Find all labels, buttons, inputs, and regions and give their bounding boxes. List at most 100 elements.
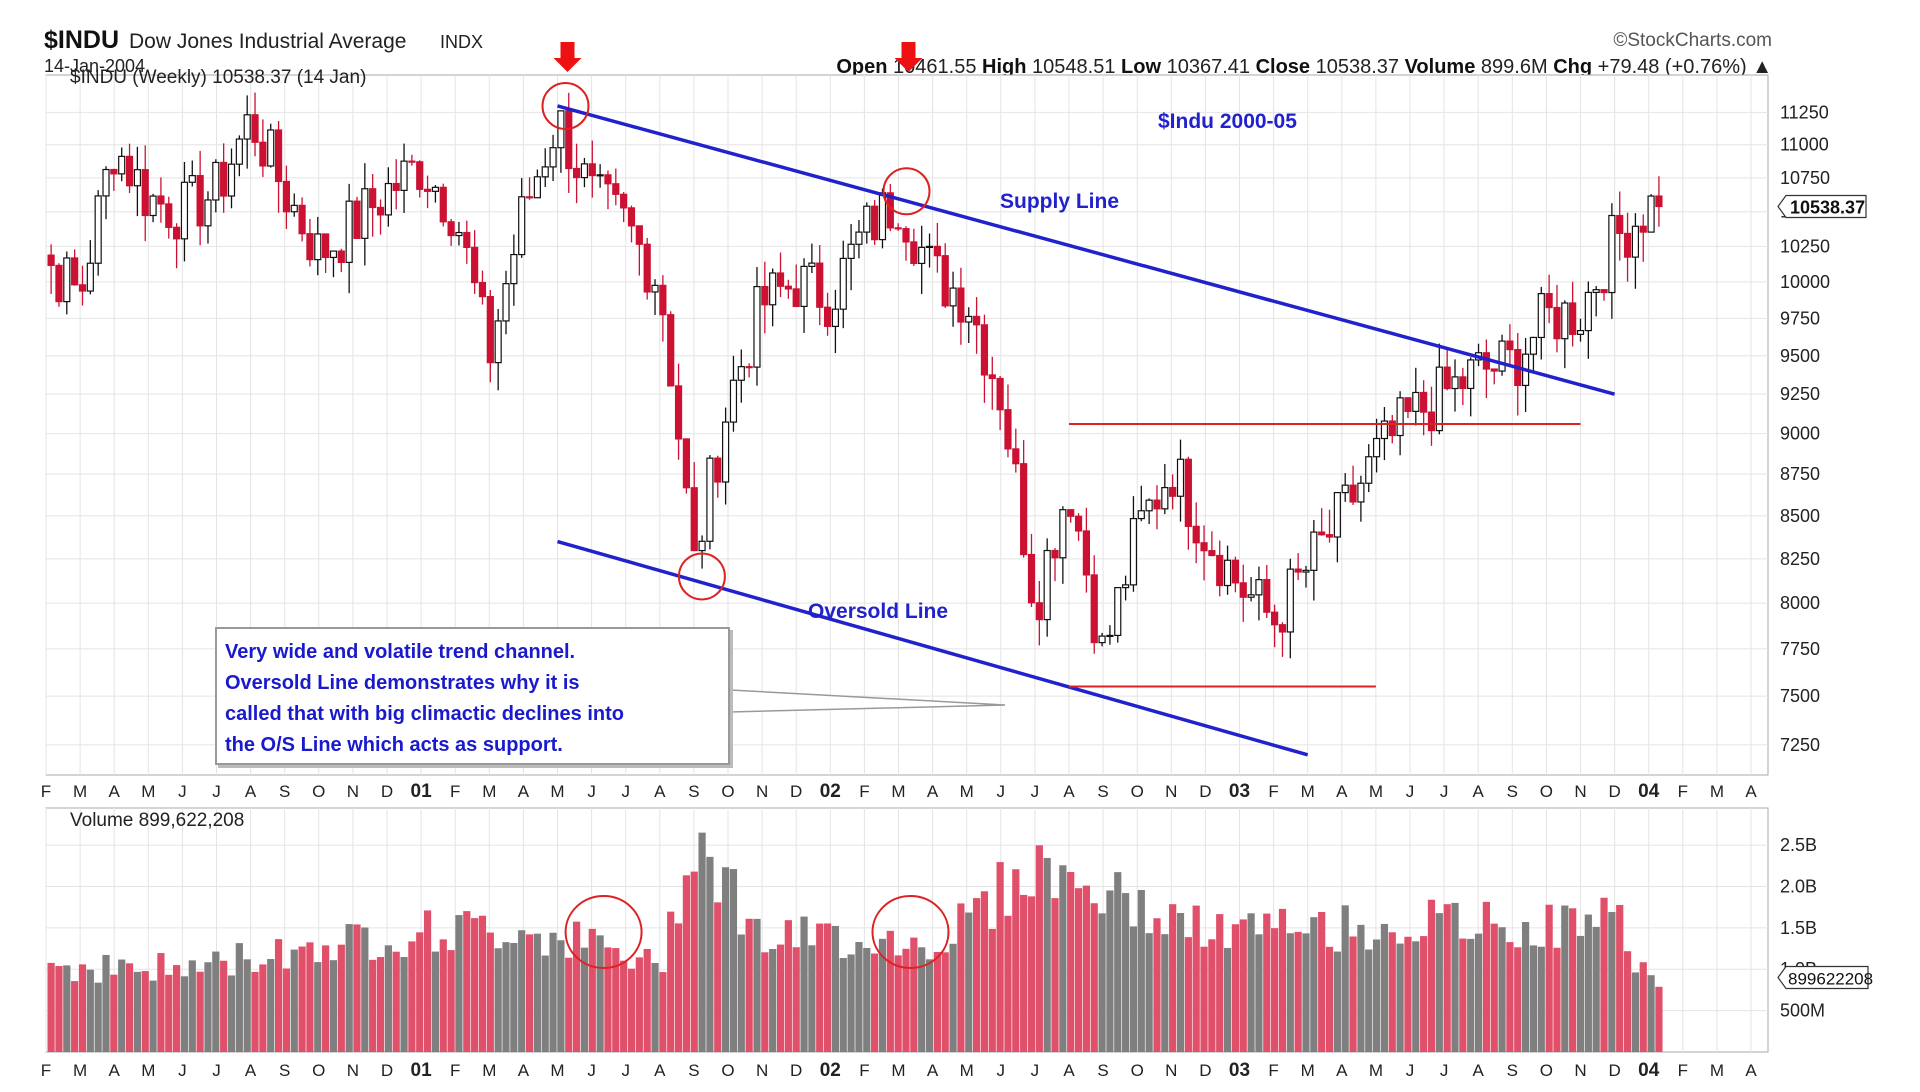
volume-x-tick-label: J: [1406, 1061, 1415, 1080]
volume-x-tick-label: S: [688, 1061, 699, 1080]
volume-bar: [322, 945, 330, 1052]
candle-body: [282, 180, 291, 213]
candle-body: [1106, 634, 1114, 638]
candle-body: [910, 241, 918, 265]
x-tick-label: O: [312, 782, 325, 801]
candle-body: [612, 183, 620, 195]
volume-bar: [1137, 889, 1145, 1052]
volume-x-tick-label: J: [997, 1061, 1006, 1080]
volume-bar: [1514, 947, 1522, 1052]
candle-body: [1325, 534, 1334, 538]
candle-body: [1247, 594, 1255, 598]
candle-body: [455, 231, 463, 237]
volume-bar: [1388, 932, 1396, 1052]
candle-body: [439, 186, 447, 223]
volume-bar: [620, 960, 628, 1052]
candle-body: [745, 366, 753, 369]
volume-bar: [149, 980, 157, 1052]
volume-x-tick-label: J: [178, 1061, 187, 1080]
volume-x-tick-label: N: [756, 1061, 768, 1080]
volume-bar: [831, 925, 840, 1052]
volume-bar: [1098, 913, 1106, 1052]
volume-bar: [416, 932, 424, 1052]
candle-body: [47, 254, 55, 267]
volume-x-tick-label: F: [1678, 1061, 1688, 1080]
volume-bar: [769, 949, 777, 1052]
volume-x-tick-label: M: [1369, 1061, 1383, 1080]
volume-bar: [1247, 913, 1255, 1052]
volume-bar: [204, 962, 212, 1052]
volume-x-tick-label: 02: [820, 1060, 841, 1081]
volume-bar: [1545, 904, 1553, 1052]
note-line: Oversold Line demonstrates why it is: [225, 672, 580, 694]
volume-bar: [753, 918, 761, 1052]
volume-bar: [737, 934, 745, 1052]
volume-bar: [1600, 897, 1608, 1052]
candle-body: [471, 246, 479, 284]
candle-body: [588, 163, 596, 177]
volume-bar: [1074, 888, 1083, 1052]
volume-bar: [353, 924, 361, 1052]
candle-body: [651, 284, 659, 293]
volume-highlight-circle: [871, 895, 950, 969]
volume-bar: [1372, 939, 1381, 1052]
volume-bar: [604, 947, 612, 1052]
source-credit: ©StockCharts.com: [1613, 30, 1772, 51]
candle-body: [871, 205, 879, 241]
x-tick-label: N: [1165, 782, 1177, 801]
volume-bar: [533, 933, 541, 1052]
x-tick-label: J: [1440, 782, 1449, 801]
x-tick-label: F: [1678, 782, 1688, 801]
candle-body: [1420, 391, 1428, 413]
volume-bar: [972, 898, 981, 1052]
candle-body: [306, 233, 314, 261]
last-price-label: 10538.37: [1790, 197, 1865, 217]
candle-body: [423, 188, 432, 192]
candle-body: [1302, 569, 1310, 573]
volume-bar: [471, 918, 479, 1052]
x-tick-label: D: [1199, 782, 1211, 801]
volume-bar: [1537, 946, 1545, 1052]
candle-body: [1357, 482, 1365, 503]
volume-label: Volume: [1404, 56, 1476, 78]
volume-bar: [337, 944, 345, 1052]
candle-body: [329, 250, 338, 259]
y-tick-label: 10250: [1780, 236, 1830, 256]
note-line: Very wide and volatile trend channel.: [225, 641, 576, 663]
y-tick-label: 8750: [1780, 464, 1820, 484]
candle-body: [361, 188, 369, 239]
volume-bar: [1482, 901, 1490, 1052]
volume-bar: [392, 951, 400, 1052]
volume-x-tick-label: D: [1608, 1061, 1620, 1080]
candle-body: [1020, 463, 1028, 556]
volume-bar: [141, 971, 149, 1052]
volume-x-tick-label: A: [1336, 1061, 1348, 1080]
candle-body: [251, 114, 259, 143]
volume-bar: [1396, 943, 1404, 1052]
volume-bar: [1082, 885, 1090, 1052]
candle-body: [1576, 329, 1585, 335]
candle-body: [78, 284, 87, 292]
y-tick-label: 11250: [1780, 102, 1829, 122]
volume-bar: [369, 959, 377, 1052]
volume-bar: [1569, 908, 1577, 1052]
candle-body: [110, 168, 118, 175]
candle-body: [55, 264, 63, 303]
candle-body: [408, 160, 416, 163]
volume-bar: [1263, 913, 1271, 1052]
candle-body: [988, 374, 996, 380]
candle-body: [1208, 550, 1216, 557]
volume-bar: [1059, 865, 1067, 1052]
candle-body: [1545, 293, 1553, 309]
x-tick-label: M: [73, 782, 87, 801]
volume-bar: [274, 939, 283, 1052]
candle-body: [533, 176, 541, 199]
candle-body: [1561, 302, 1569, 340]
candle-body: [902, 228, 910, 243]
volume-bar: [1035, 845, 1043, 1052]
candle-body: [1506, 340, 1514, 351]
volume-bar: [698, 832, 706, 1052]
volume-bar: [267, 959, 275, 1052]
candle-body: [1278, 624, 1287, 633]
candle-body: [243, 114, 251, 140]
